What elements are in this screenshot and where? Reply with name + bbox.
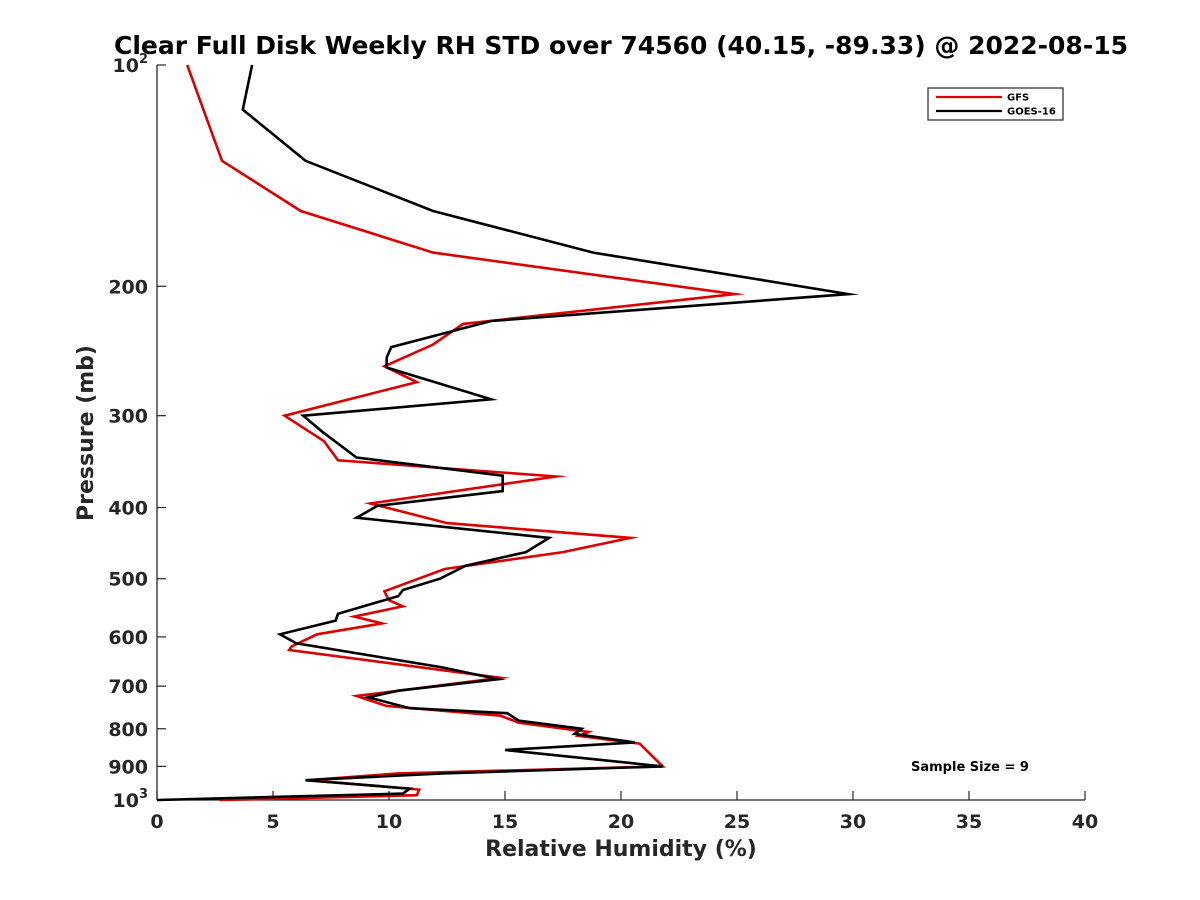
y-tick-label: 200 <box>108 276 148 298</box>
plot-axes <box>156 65 1085 801</box>
x-tick-label: 10 <box>376 811 402 833</box>
y-tick-label: 102 <box>113 52 149 77</box>
y-tick-label: 400 <box>108 498 148 520</box>
y-tick-label: 700 <box>108 676 148 698</box>
y-tick-label: 900 <box>108 756 148 778</box>
x-tick-label: 5 <box>266 811 279 833</box>
series-line-goes16 <box>156 64 860 802</box>
chart-legend: GFS GOES-16 <box>927 87 1064 121</box>
legend-label-goes16: GOES-16 <box>1007 107 1056 118</box>
x-axis-ticks: 0 5 10 15 20 25 30 35 40 <box>150 791 1098 833</box>
y-tick-label: 500 <box>108 569 148 591</box>
sample-size-annotation: Sample Size = 9 <box>911 760 1029 775</box>
y-axis-ticks: 102 200 300 400 500 600 700 800 900 103 <box>108 52 166 812</box>
x-tick-label: 25 <box>724 811 750 833</box>
x-tick-label: 20 <box>608 811 634 833</box>
x-tick-label: 0 <box>150 811 163 833</box>
chart-title: Clear Full Disk Weekly RH STD over 74560… <box>114 31 1128 60</box>
y-tick-label: 300 <box>108 406 148 428</box>
legend-box <box>927 87 1064 121</box>
y-axis-label: Pressure (mb) <box>74 345 99 521</box>
x-tick-label: 40 <box>1072 811 1098 833</box>
y-tick-label: 600 <box>108 627 148 649</box>
y-tick-label: 103 <box>113 787 149 812</box>
series-lines <box>156 64 860 802</box>
x-axis-label: Relative Humidity (%) <box>485 837 757 862</box>
x-tick-label: 35 <box>956 811 982 833</box>
x-tick-label: 30 <box>840 811 866 833</box>
legend-label-gfs: GFS <box>1007 93 1029 104</box>
x-tick-label: 15 <box>492 811 518 833</box>
y-tick-label: 800 <box>108 719 148 741</box>
series-line-gfs <box>185 64 746 802</box>
